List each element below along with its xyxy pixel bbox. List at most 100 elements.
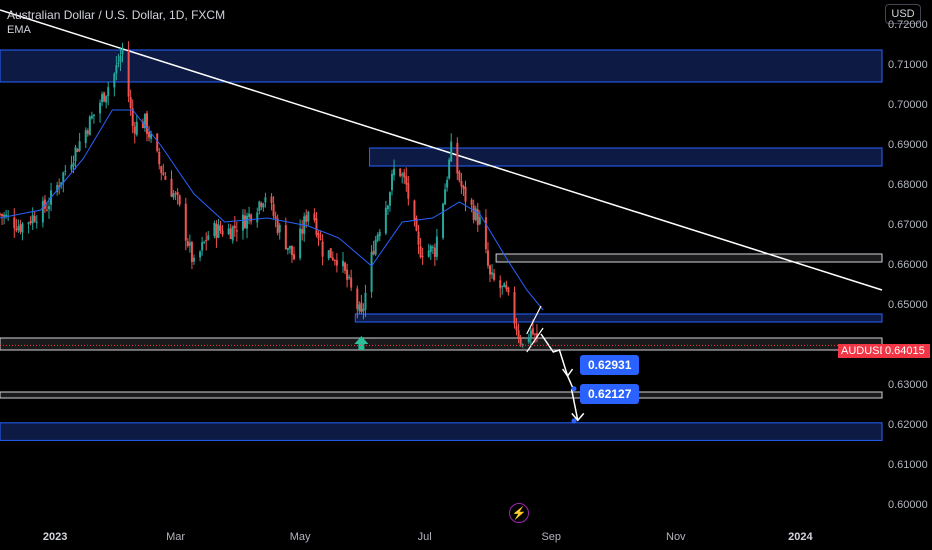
candle-body: [313, 213, 316, 221]
candle-body: [156, 133, 159, 151]
candle-body: [176, 192, 179, 196]
candle-body: [246, 215, 249, 229]
candle-body: [478, 217, 481, 225]
candle-body: [3, 214, 6, 217]
last-price-value: 0.64015: [882, 344, 930, 358]
candle-body: [386, 205, 389, 210]
candle-body: [48, 206, 50, 210]
candle-body: [88, 116, 91, 136]
candle-body: [33, 216, 36, 222]
candle-body: [45, 209, 48, 211]
candle-body: [41, 200, 44, 223]
candle-body: [188, 242, 191, 246]
price-tick-label: 0.66000: [888, 259, 928, 271]
candle-body: [192, 257, 195, 262]
candle-body: [286, 247, 289, 251]
time-tick-label: 2024: [788, 531, 813, 543]
candle-body: [235, 230, 238, 232]
wedge-line: [526, 305, 542, 335]
candle-body: [472, 205, 475, 221]
candle-body: [262, 203, 265, 208]
candle-body: [229, 228, 232, 239]
candle-body: [360, 302, 363, 313]
price-tick-label: 0.61000: [888, 459, 928, 471]
trendline: [0, 9, 883, 291]
candle-body: [162, 172, 165, 175]
candle-body: [513, 291, 516, 324]
candle-body: [17, 226, 20, 231]
candle-body: [474, 208, 477, 220]
candle-body: [90, 115, 93, 119]
candle-body: [205, 239, 208, 242]
candle-body: [270, 196, 273, 203]
candle-body: [186, 241, 189, 247]
candle-body: [401, 173, 404, 176]
time-tick-label: May: [289, 531, 311, 543]
candle-body: [486, 250, 489, 266]
candle-body: [319, 239, 322, 241]
candle-body: [284, 225, 287, 250]
target-label-1[interactable]: 0.62931: [580, 355, 640, 375]
candle-body: [131, 108, 134, 126]
candle-body: [150, 134, 153, 139]
candle-body: [274, 216, 277, 219]
candle-body: [256, 212, 259, 223]
indicator-label[interactable]: EMA: [7, 24, 31, 36]
candle-body: [99, 102, 102, 114]
price-tick-label: 0.72000: [888, 19, 928, 31]
candle-body: [217, 224, 220, 238]
candle-body: [190, 242, 193, 263]
candle-body: [344, 262, 347, 271]
candle-body: [519, 338, 522, 345]
candle-body: [315, 218, 318, 235]
candle-body: [78, 141, 81, 151]
wedge-line: [526, 327, 544, 353]
symbol-title[interactable]: Australian Dollar / U.S. Dollar, 1D, FXC…: [7, 8, 226, 22]
candle-body: [158, 151, 161, 165]
candle-body: [293, 254, 295, 260]
candle-body: [378, 231, 381, 237]
candle-body: [174, 193, 177, 195]
candle-body: [362, 308, 365, 312]
candle-body: [107, 87, 110, 97]
candle-body: [62, 172, 65, 183]
candle-body: [391, 173, 393, 191]
candle-body: [333, 260, 336, 262]
lightning-icon[interactable]: ⚡: [509, 503, 529, 523]
candle-body: [278, 224, 281, 233]
candle-body: [335, 260, 338, 266]
candle-body: [60, 182, 63, 186]
candle-body: [405, 176, 408, 185]
time-tick-label: Sep: [541, 531, 562, 543]
candle-body: [348, 276, 351, 279]
price-tick-label: 0.70000: [888, 99, 928, 111]
resistance-zone: [369, 147, 883, 167]
time-tick-label: Nov: [666, 531, 686, 543]
candle-body: [143, 113, 146, 129]
currency-button[interactable]: USD: [885, 4, 921, 24]
target-label-2[interactable]: 0.62127: [580, 384, 640, 404]
candle-body: [393, 168, 396, 176]
candle-body: [517, 330, 520, 338]
candle-body: [121, 49, 124, 55]
candle-body: [384, 207, 387, 234]
candle-body: [499, 280, 502, 289]
candle-body: [141, 121, 144, 129]
candle-body: [213, 223, 216, 237]
candle-body: [307, 211, 310, 222]
candle-body: [92, 114, 95, 117]
candle-body: [84, 130, 87, 144]
candle-body: [129, 97, 132, 109]
candle-body: [164, 175, 167, 180]
candle-body: [76, 148, 79, 152]
up-arrow-icon: [354, 336, 369, 350]
candle-body: [415, 218, 418, 231]
candle-body: [29, 220, 32, 224]
candle-body: [288, 245, 291, 249]
candle-body: [74, 147, 77, 162]
candle-body: [358, 304, 361, 312]
target-marker: [571, 386, 577, 392]
candle-body: [427, 250, 430, 257]
candle-body: [491, 272, 494, 275]
